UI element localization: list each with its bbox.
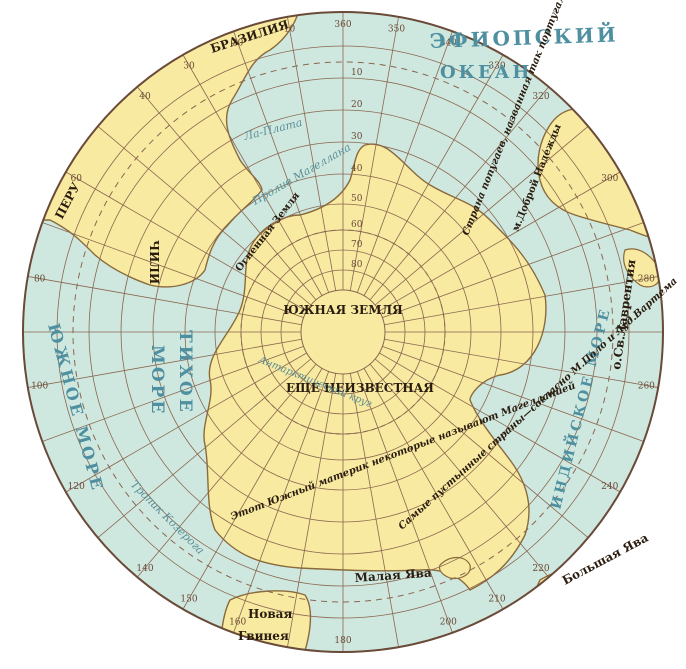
degree-label: 350 bbox=[388, 25, 405, 35]
meridian-line bbox=[233, 371, 330, 633]
degree-label: 340 bbox=[440, 39, 457, 49]
degree-label: 180 bbox=[334, 636, 351, 646]
ocean-label-ocean: ОКЕАН bbox=[440, 62, 532, 83]
degree-label: 320 bbox=[532, 92, 549, 102]
meridian-line bbox=[233, 31, 330, 293]
tropic-of-capricorn-line bbox=[72, 61, 614, 603]
degree-label: 260 bbox=[638, 381, 655, 391]
meridian-line bbox=[27, 338, 302, 388]
small-java bbox=[438, 556, 471, 580]
meridian-line bbox=[287, 373, 337, 648]
degree-label: 220 bbox=[532, 564, 549, 574]
latitude-label: 50 bbox=[351, 194, 363, 204]
meridian-line bbox=[97, 126, 312, 306]
degree-label: 10 bbox=[284, 25, 296, 35]
degree-label: 60 bbox=[71, 174, 83, 184]
meridian-line bbox=[65, 352, 307, 493]
pacific-label-2: МОРЕ bbox=[147, 345, 167, 416]
degree-label: 330 bbox=[488, 61, 505, 71]
degree-label: 40 bbox=[139, 92, 151, 102]
meridian-line bbox=[369, 363, 549, 578]
degree-label: 300 bbox=[601, 174, 618, 184]
antarctic-circle-line bbox=[240, 229, 446, 435]
new-guinea bbox=[219, 590, 312, 652]
meridian-line bbox=[42, 222, 304, 319]
meridian-line bbox=[182, 368, 323, 610]
meridian-line bbox=[97, 358, 312, 538]
degree-label: 100 bbox=[31, 381, 48, 391]
degree-label: 150 bbox=[180, 595, 197, 605]
degree-label: 20 bbox=[232, 39, 244, 49]
latitude-label: 80 bbox=[351, 260, 363, 270]
degree-labels: 360 10 20 30 40 60 80 100 120 140 150 160 180 200 210 2… bbox=[31, 20, 655, 646]
meridian-line bbox=[374, 126, 589, 306]
degree-label: 30 bbox=[183, 61, 195, 71]
degree-label: 360 bbox=[334, 20, 351, 30]
degree-label: 240 bbox=[601, 482, 618, 492]
graticule bbox=[23, 12, 663, 652]
meridian-line bbox=[137, 86, 317, 301]
degree-label: 200 bbox=[440, 617, 457, 627]
meridian-line bbox=[369, 86, 549, 301]
meridian-line bbox=[356, 371, 453, 633]
pacific-label-1: ТИХОЕ bbox=[175, 330, 195, 415]
south-land-label-1: ЮЖНАЯ ЗЕМЛЯ bbox=[283, 303, 403, 317]
small-java-label: Малая Ява bbox=[354, 566, 432, 585]
meridian-line bbox=[379, 352, 621, 493]
meridian-line bbox=[349, 16, 399, 291]
meridian-line bbox=[379, 171, 621, 312]
meridian-line bbox=[382, 222, 644, 319]
meridian-line bbox=[382, 345, 644, 442]
degree-label: 140 bbox=[136, 564, 153, 574]
meridian-line bbox=[356, 31, 453, 293]
meridian-line bbox=[363, 368, 504, 610]
meridian-line bbox=[42, 345, 304, 442]
meridian-line bbox=[182, 54, 323, 296]
latitude-label: 70 bbox=[351, 240, 363, 250]
latitude-labels: 80 70 60 50 40 30 20 10 bbox=[351, 68, 363, 270]
latitude-label: 30 bbox=[351, 132, 363, 142]
meridian-line bbox=[137, 363, 317, 578]
south-land-label-2: ЕЩЕ НЕИЗВЕСТНАЯ bbox=[286, 381, 434, 395]
degree-label: 280 bbox=[638, 275, 655, 285]
latitude-label: 40 bbox=[351, 164, 363, 174]
latitude-label: 10 bbox=[351, 68, 363, 78]
meridian-line bbox=[27, 276, 302, 326]
meridian-line bbox=[65, 171, 307, 312]
meridian-line bbox=[374, 358, 589, 538]
degree-label: 80 bbox=[34, 275, 46, 285]
map-border bbox=[22, 11, 664, 653]
meridian-line bbox=[349, 373, 399, 648]
pole-circle bbox=[300, 289, 386, 375]
latitude-label: 20 bbox=[351, 100, 363, 110]
meridian-line bbox=[287, 16, 337, 291]
degree-label: 160 bbox=[229, 617, 246, 627]
meridian-line bbox=[384, 338, 659, 388]
degree-label: 120 bbox=[68, 482, 85, 492]
new-guinea-label-1: Новая bbox=[248, 607, 292, 621]
latitude-label: 60 bbox=[351, 220, 363, 230]
ocean-label-ethiopian: ЭФИОПСКИЙ bbox=[429, 20, 619, 53]
meridian-line bbox=[363, 54, 504, 296]
meridian-line bbox=[384, 276, 659, 326]
chile-label: ЧИЛИ bbox=[147, 240, 161, 284]
new-guinea-label-2: Гвинея bbox=[238, 629, 289, 643]
degree-label: 210 bbox=[488, 595, 505, 605]
